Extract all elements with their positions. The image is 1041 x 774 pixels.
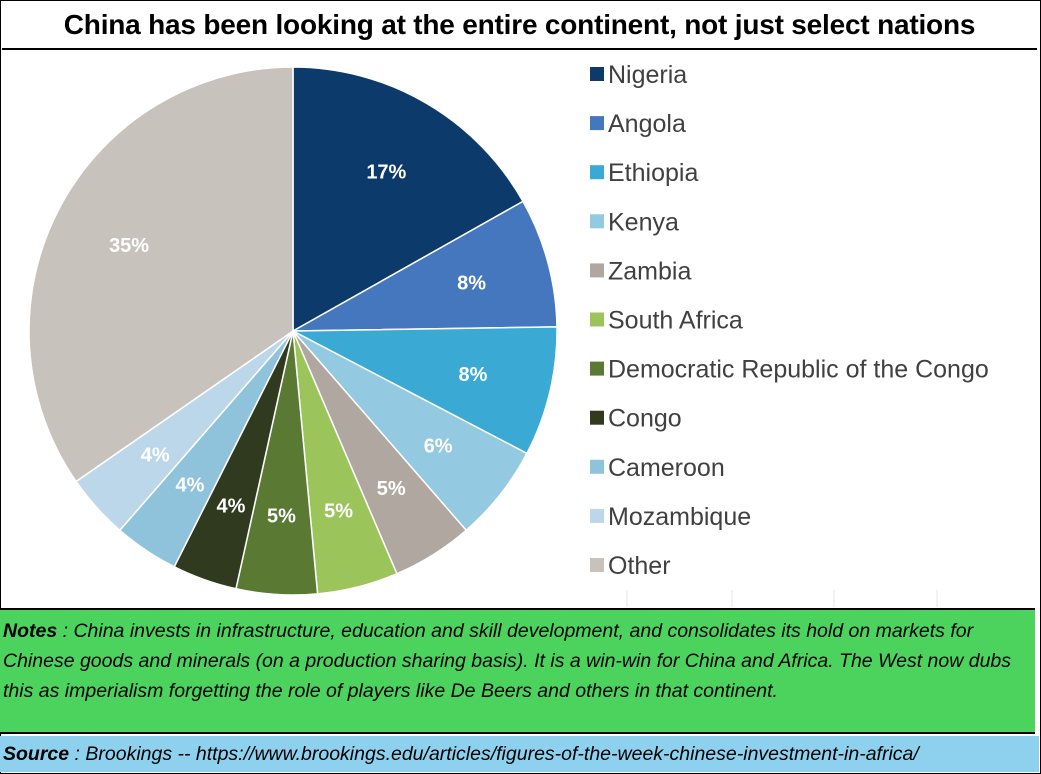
legend-swatch [590, 312, 604, 327]
legend-swatch [590, 263, 604, 278]
pie-slice-angola [292, 200, 558, 332]
legend: Nigeria Angola Ethiopia Kenya Zambia South Af… [590, 61, 989, 580]
pie-data-label: 17% [366, 161, 406, 183]
source-separator: : [69, 743, 86, 765]
legend-swatch [590, 67, 604, 81]
pie-data-label: 8% [459, 364, 488, 386]
gridlines [626, 590, 938, 607]
legend-label: Ethiopia [608, 159, 698, 187]
legend-label: Mozambique [608, 503, 751, 531]
legend-label: Kenya [608, 208, 679, 236]
pie-data-label: 8% [457, 273, 486, 295]
legend-label: Zambia [608, 257, 691, 285]
legend-label: Other [608, 552, 671, 580]
chart-title: China has been looking at the entire con… [2, 2, 1037, 50]
pie-data-label: 4% [175, 475, 204, 497]
source-box: Source : Brookings -- https://www.brooki… [0, 736, 1039, 772]
notes-box: Notes : China invests in infrastructure,… [0, 608, 1035, 734]
legend-label: Democratic Republic of the Congo [608, 356, 989, 384]
pie-chart: 17%8%8%6%5%5%5%4%4%4%35% NigeriaAngolaEt… [28, 61, 989, 607]
notes-separator: : [57, 620, 74, 642]
legend-label: Congo [608, 405, 682, 433]
pie-slice-other [28, 66, 294, 483]
legend-swatch [590, 508, 604, 523]
legend-swatch [590, 165, 604, 180]
chart-area: 17% 8% 8% 6% 5% 5% 5% 4% 4% 4% 35% Nigeria Angola Et… [2, 50, 1037, 607]
pie-data-label: 35% [109, 235, 149, 257]
pie-data-label: 5% [267, 506, 296, 528]
legend-label: South Africa [608, 307, 743, 335]
legend-swatch [590, 361, 604, 376]
pie-slice-ethiopia [292, 326, 558, 455]
legend-label: Nigeria [608, 61, 687, 89]
legend-swatch [590, 410, 604, 425]
pie-slice-labels: 17%8%8%6%5%5%5%4%4%4%35% [109, 161, 488, 527]
legend-swatch [590, 214, 604, 229]
pie-data-label: 6% [424, 436, 453, 458]
legend-swatch [590, 116, 604, 131]
pie-data-label: 4% [141, 445, 170, 467]
pie-slices [28, 66, 558, 596]
legend-swatch [590, 459, 604, 474]
legend-swatch [590, 558, 604, 572]
notes-text: China invests in infrastructure, educati… [3, 620, 1012, 702]
legend-label: Cameroon [608, 454, 725, 482]
pie-data-label: 5% [377, 478, 406, 500]
pie-data-label: 5% [324, 500, 353, 522]
pie-slice-nigeria [292, 66, 525, 333]
source-label: Source [3, 743, 70, 765]
source-text: Brookings -- https://www.brookings.edu/a… [85, 743, 919, 765]
pie-data-label: 4% [216, 495, 245, 517]
legend-label: Angola [608, 110, 686, 138]
notes-label: Notes [3, 620, 58, 642]
